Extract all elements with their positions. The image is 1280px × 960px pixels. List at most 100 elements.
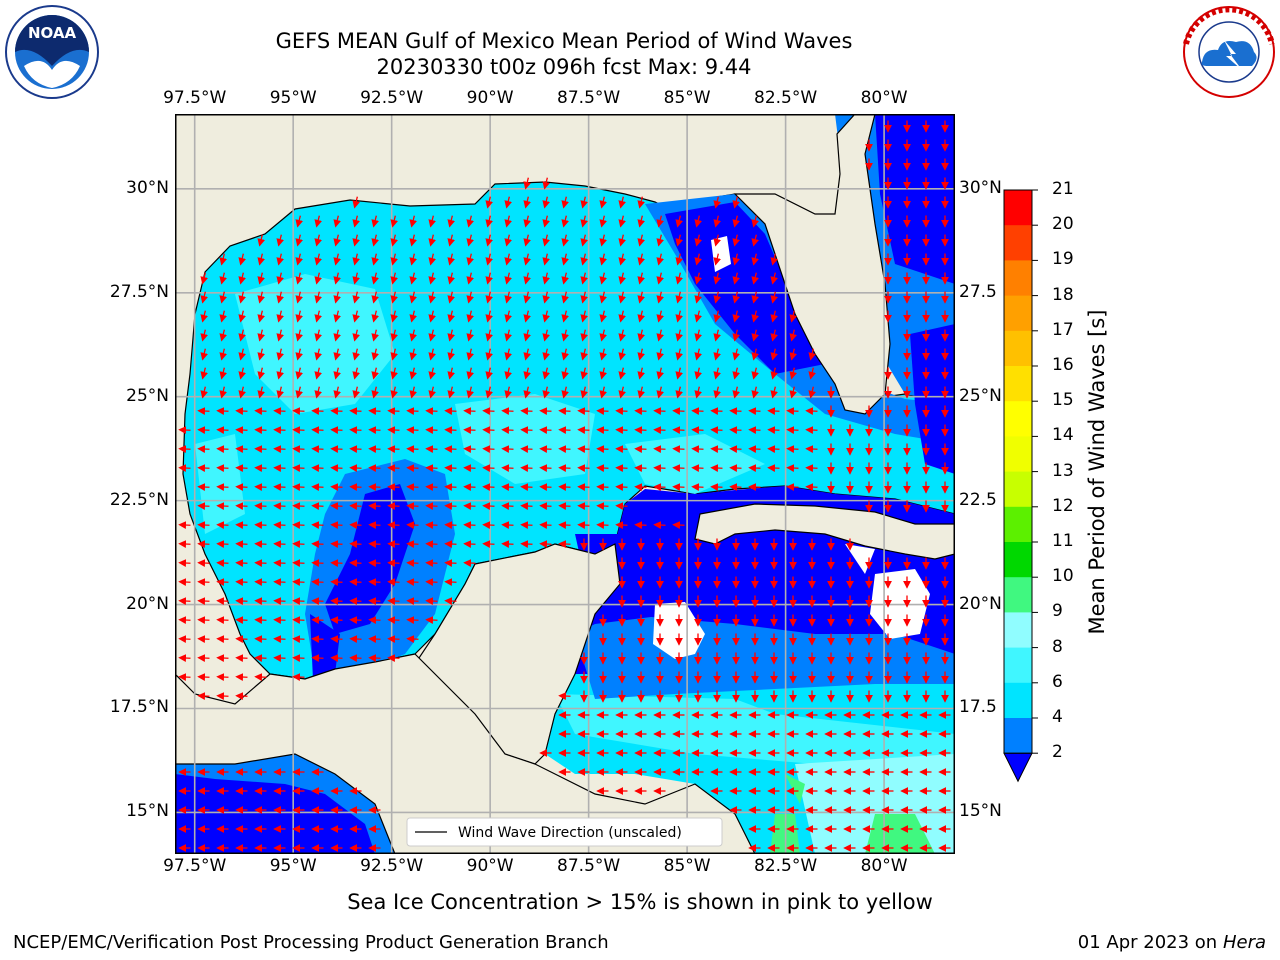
colorbar-label: Mean Period of Wind Waves [s] [1085,309,1109,635]
wind-wave-arrow [235,692,248,700]
lon-tick-top: 90°W [466,88,514,108]
wind-wave-arrow [751,348,760,361]
wind-wave-arrow [219,329,228,342]
wind-wave-arrow [314,253,323,266]
wind-wave-arrow [770,386,779,399]
noaa-logo: NOAA [2,4,102,100]
wind-wave-arrow [406,559,419,567]
central-america [175,653,756,854]
wind-wave-arrow [751,215,760,228]
lon-tick-top: 95°W [269,88,317,108]
wind-wave-arrow [748,407,761,415]
wind-wave-arrow [634,407,647,415]
wind-wave-arrow [805,407,818,415]
wind-wave-arrow [333,253,342,266]
wind-wave-arrow [466,310,475,323]
wind-wave-arrow [330,426,343,434]
wind-wave-arrow [485,234,494,247]
wind-wave-arrow [314,348,323,361]
wind-wave-arrow [504,367,513,380]
wind-wave-arrow [596,407,609,415]
colorbar-tick: 8 [1052,636,1063,657]
wind-wave-arrow [387,540,400,548]
wind-wave-arrow [808,386,817,399]
lat-tick-right: 17.5 [959,697,997,718]
wind-wave-arrow [235,578,248,586]
wind-wave-arrow [732,215,741,228]
colorbar-segment [1004,366,1032,402]
wind-wave-arrow [485,310,494,323]
wind-wave-arrow [197,426,210,434]
wind-wave-arrow [197,616,210,624]
wind-wave-arrow [615,521,628,529]
wind-wave-arrow [197,540,210,548]
wind-wave-arrow [656,348,665,361]
wind-wave-arrow [751,272,760,285]
colorbar-segment [1004,506,1032,543]
wind-wave-arrow [406,483,419,491]
wind-wave-arrow [501,445,514,453]
wind-wave-arrow [197,635,210,643]
wind-wave-arrow [520,464,533,472]
wind-wave-arrow [406,407,419,415]
wind-wave-arrow [311,483,324,491]
colorbar-segment [1004,542,1032,578]
wind-wave-arrow [637,215,646,228]
wind-wave-arrow [520,407,533,415]
wind-wave-arrow [637,348,646,361]
wind-wave-arrow [409,272,418,285]
wind-wave-arrow [444,445,457,453]
wind-wave-arrow [599,367,608,380]
wind-wave-arrow [539,540,552,548]
wind-wave-arrow [368,407,381,415]
wind-wave-arrow [219,291,228,304]
wind-wave-arrow [257,234,266,247]
wind-wave-arrow [349,654,362,662]
wind-wave-arrow [618,310,627,323]
wind-wave-arrow [390,310,399,323]
wind-wave-arrow [444,578,457,586]
wind-wave-arrow [311,521,324,529]
wind-wave-arrow [447,272,456,285]
wind-wave-arrow [485,348,494,361]
wind-wave-arrow [330,502,343,510]
wind-wave-arrow [504,272,513,285]
wind-wave-arrow [216,578,229,586]
wind-wave-arrow [501,407,514,415]
wind-wave-arrow [808,367,817,380]
wind-wave-arrow [333,386,342,399]
lon-tick-bottom: 97.5°W [163,856,227,876]
wind-wave-arrow [368,616,381,624]
wind-wave-arrow [257,348,266,361]
cuba [694,503,955,560]
wind-wave-arrow [656,234,665,247]
wind-wave-arrow [387,559,400,567]
wind-wave-arrow [425,540,438,548]
wind-wave-arrow [637,291,646,304]
wind-wave-arrow [178,521,191,529]
wind-wave-arrow [390,386,399,399]
wind-wave-arrow [466,367,475,380]
wind-wave-arrow [295,386,304,399]
wind-wave-arrow [463,483,476,491]
lat-tick-right: 30°N [959,177,1002,198]
wind-wave-arrow [653,426,666,434]
wind-wave-arrow [219,348,228,361]
wind-wave-arrow [542,348,551,361]
wind-wave-arrow [694,272,703,285]
chart-title: GEFS MEAN Gulf of Mexico Mean Period of … [275,29,853,53]
wind-wave-arrow [390,329,399,342]
wind-wave-arrow [314,310,323,323]
colorbar-segment [1004,436,1032,473]
wind-wave-arrow [311,597,324,605]
wind-wave-arrow [656,386,665,399]
lon-tick-bottom: 80°W [860,856,908,876]
wind-wave-arrow [770,253,779,266]
wind-wave-arrow [273,464,286,472]
wind-wave-arrow [675,348,684,361]
wind-wave-arrow [349,559,362,567]
wind-wave-arrow [732,272,741,285]
wind-wave-arrow [390,253,399,266]
wind-wave-arrow [409,348,418,361]
wind-wave-arrow [713,196,722,209]
